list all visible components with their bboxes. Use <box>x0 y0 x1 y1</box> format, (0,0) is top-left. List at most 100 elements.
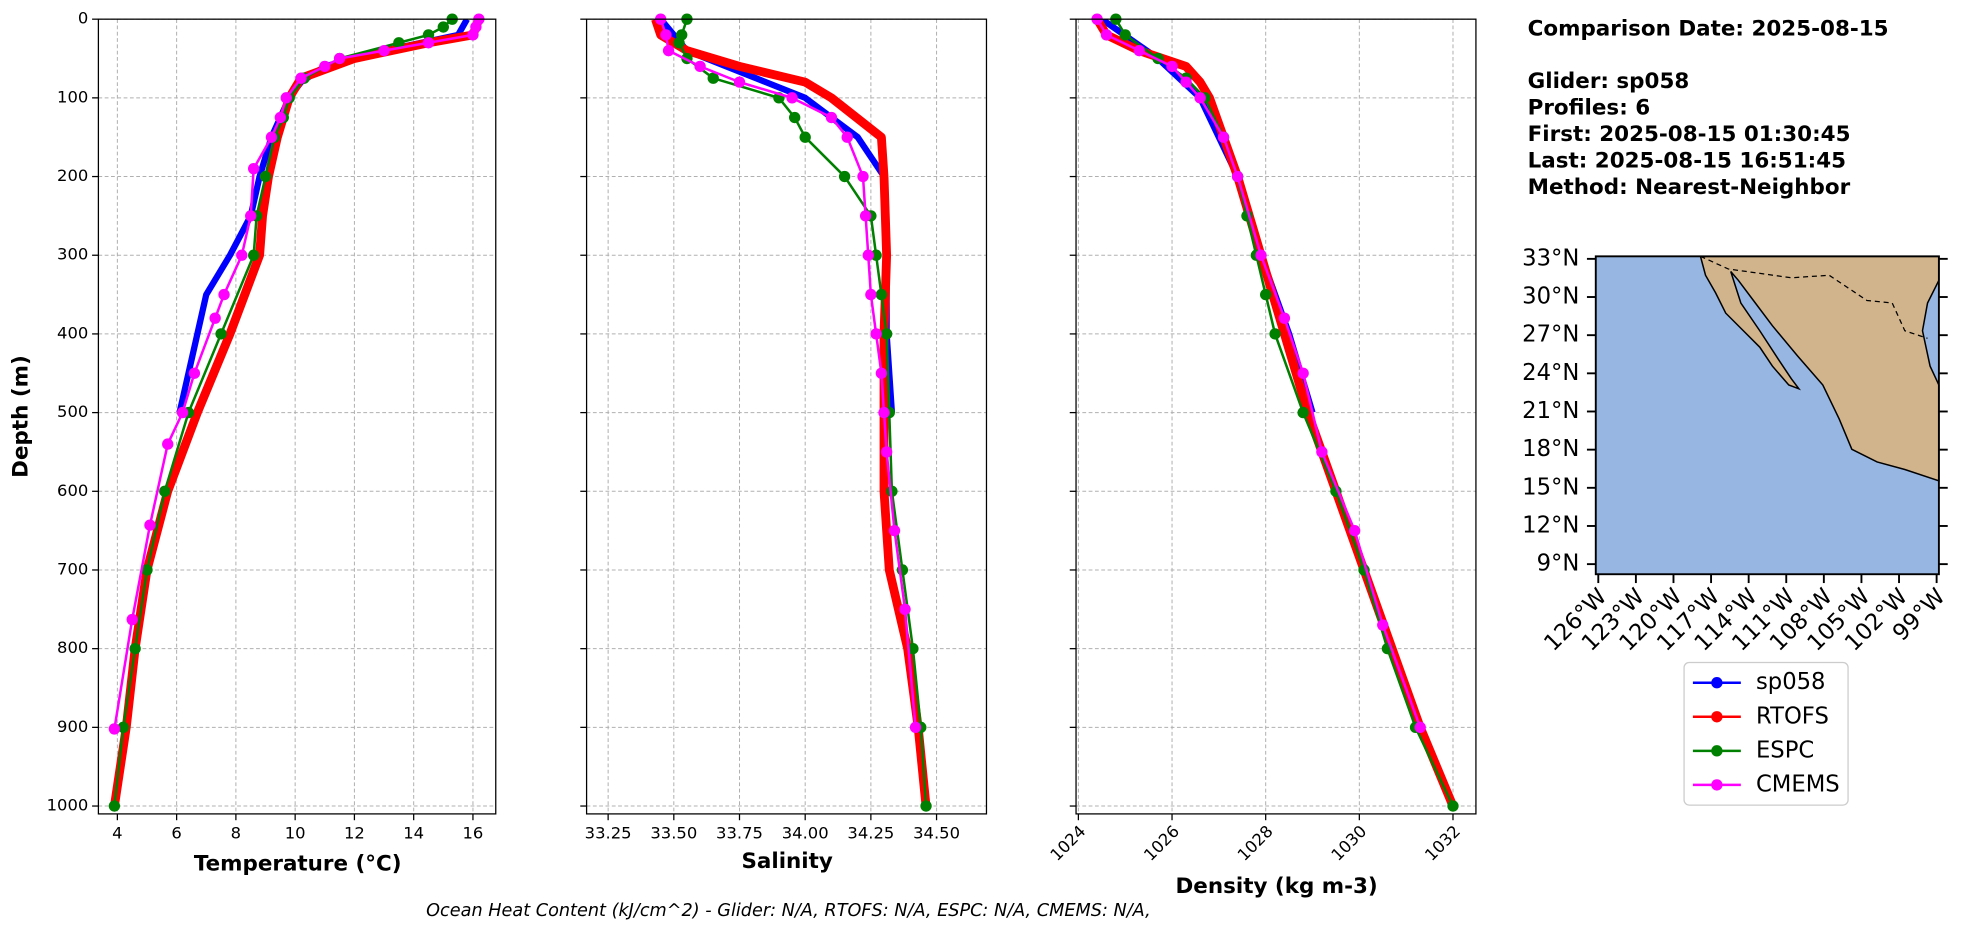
profile-marker <box>875 367 888 379</box>
profile-marker <box>899 603 911 615</box>
profile-marker <box>378 44 390 57</box>
profile-marker <box>1414 721 1426 734</box>
lat-label: 21°N <box>1522 398 1579 424</box>
profile-marker <box>694 60 706 73</box>
profile-marker <box>333 52 346 65</box>
profile-marker <box>141 564 153 576</box>
profile-marker <box>259 170 272 183</box>
info-line: First: 2025-08-15 01:30:45 <box>1528 122 1851 147</box>
profile-marker <box>707 72 719 84</box>
y-tick-label: 300 <box>57 245 88 264</box>
profile-marker <box>857 170 869 183</box>
profile-marker <box>245 210 257 222</box>
legend-label: sp058 <box>1756 669 1826 695</box>
legend-label: RTOFS <box>1756 703 1829 729</box>
profile-marker <box>247 163 260 175</box>
profile-marker <box>799 131 811 143</box>
profile-marker <box>1316 446 1328 458</box>
x-tick-label: 1026 <box>1140 822 1183 865</box>
y-tick-label: 100 <box>57 87 88 106</box>
profile-marker <box>660 29 672 41</box>
profile-marker <box>865 288 877 301</box>
profile-marker <box>1166 60 1178 73</box>
x-tick-label: 6 <box>171 824 181 843</box>
profile-marker <box>907 642 919 655</box>
profile-marker <box>878 406 890 419</box>
profile-marker <box>280 92 292 104</box>
x-axis-label: Density (kg m-3) <box>1176 874 1378 899</box>
x-tick-label: 1032 <box>1421 822 1464 865</box>
legend-marker <box>1711 711 1723 723</box>
y-tick-label: 200 <box>57 166 88 185</box>
profile-marker <box>215 328 227 340</box>
profile-marker <box>920 800 932 812</box>
profile-marker <box>467 29 479 41</box>
lat-label: 27°N <box>1522 322 1579 348</box>
lat-label: 15°N <box>1522 474 1579 500</box>
y-tick-label: 800 <box>57 638 88 657</box>
info-line: Glider: sp058 <box>1528 69 1690 94</box>
profile-marker <box>422 29 435 41</box>
profile-marker <box>880 328 893 340</box>
info-line: Last: 2025-08-15 16:51:45 <box>1528 149 1846 174</box>
profile-marker <box>422 37 435 49</box>
lat-label: 18°N <box>1522 436 1579 462</box>
x-tick-label: 12 <box>344 824 365 843</box>
info-line: Method: Nearest-Neighbor <box>1528 175 1851 200</box>
info-line: Profiles: 6 <box>1528 96 1651 121</box>
profile-line <box>1096 19 1422 728</box>
profile-marker <box>1260 288 1272 301</box>
profile-marker <box>144 519 156 531</box>
profile-marker <box>1231 170 1244 183</box>
profile-marker <box>1100 29 1113 41</box>
profile-marker <box>295 72 307 84</box>
profile-marker <box>662 44 675 57</box>
profile-marker <box>393 37 405 49</box>
legend-label: CMEMS <box>1756 771 1840 797</box>
x-tick-label: 4 <box>112 824 122 843</box>
profile-marker <box>218 288 230 301</box>
profile-marker <box>789 111 801 124</box>
profile-marker <box>1180 76 1192 88</box>
x-tick-label: 16 <box>463 824 484 843</box>
profile-marker <box>209 312 221 324</box>
x-tick-label: 10 <box>285 824 306 843</box>
x-tick-label: 8 <box>231 824 241 843</box>
profile-marker <box>888 524 901 537</box>
profile-marker <box>265 131 278 143</box>
y-tick-label: 500 <box>57 402 88 421</box>
y-tick-label: 0 <box>78 9 88 28</box>
lat-label: 24°N <box>1522 360 1579 386</box>
profile-marker <box>880 446 893 458</box>
y-tick-label: 900 <box>57 717 88 736</box>
x-tick-label: 34.25 <box>847 824 894 843</box>
axes-frame <box>1075 18 1477 815</box>
legend-marker <box>1711 779 1723 791</box>
profile-marker <box>1377 619 1389 631</box>
profile-marker <box>1255 249 1267 261</box>
axes-frame <box>585 18 988 815</box>
profile-marker <box>437 21 449 33</box>
profile-marker <box>1348 524 1361 537</box>
profile-marker <box>1133 44 1145 57</box>
profile-marker <box>274 111 287 124</box>
profile-marker <box>838 170 851 183</box>
x-axis-label: Temperature (°C) <box>194 851 402 876</box>
profile-marker <box>129 642 141 655</box>
legend-marker <box>1711 745 1723 757</box>
y-tick-label: 400 <box>57 323 88 342</box>
profile-marker <box>159 485 171 497</box>
x-tick-label: 33.25 <box>585 824 632 843</box>
profile-marker <box>1269 328 1281 340</box>
profile-line <box>651 19 931 807</box>
profile-marker <box>319 60 331 73</box>
x-tick-label: 14 <box>403 824 424 843</box>
profile-marker <box>176 406 189 419</box>
profile-marker <box>188 367 201 379</box>
profile-marker <box>117 721 129 734</box>
profile-marker <box>1119 29 1131 41</box>
profile-marker <box>108 723 121 735</box>
y-tick-label: 1000 <box>47 796 89 815</box>
lat-label: 9°N <box>1537 551 1580 577</box>
profile-marker <box>786 92 798 104</box>
